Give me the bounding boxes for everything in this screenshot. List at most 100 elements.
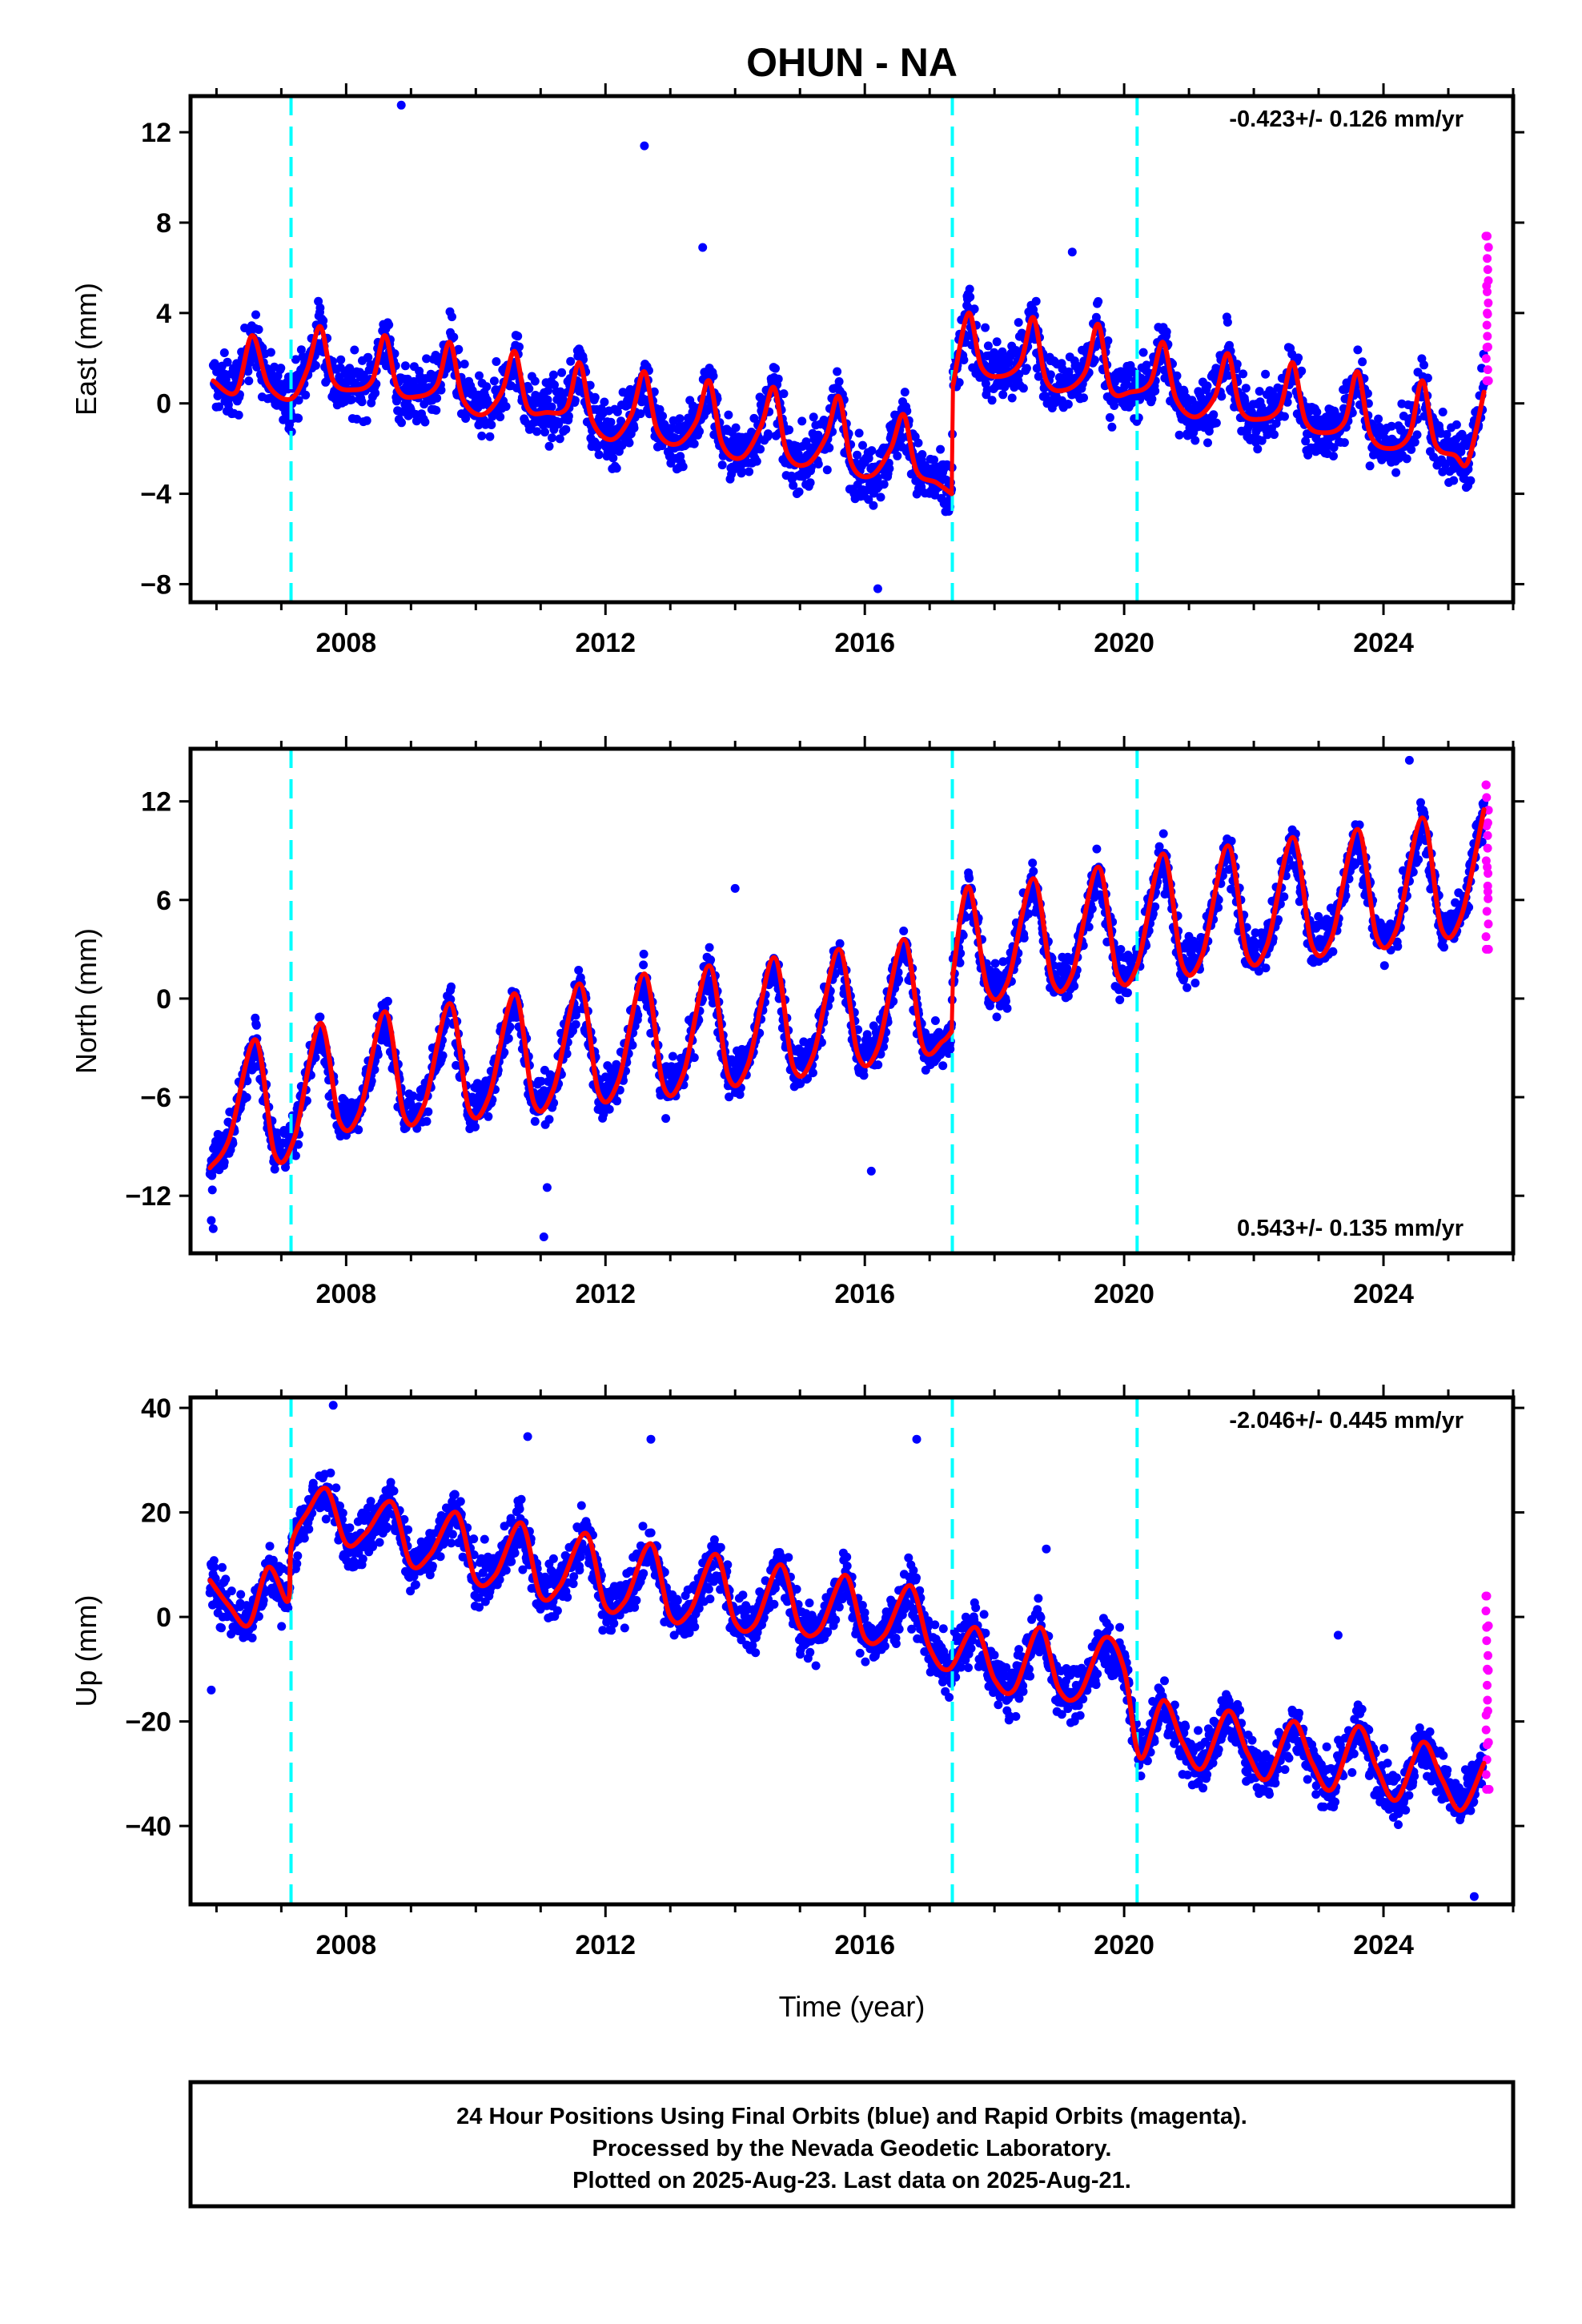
final-orbit-point (301, 390, 311, 400)
final-orbit-point (1363, 388, 1372, 398)
final-orbit-point (689, 439, 699, 448)
final-orbit-point (276, 364, 286, 373)
final-orbit-point (1103, 336, 1113, 345)
final-orbit-point (254, 325, 263, 334)
final-orbit-point (477, 431, 487, 440)
final-orbit-point (606, 417, 616, 427)
final-orbit-point (243, 367, 253, 376)
final-orbit-point (281, 1163, 290, 1172)
final-orbit-point (1280, 412, 1289, 421)
y-axis-label: East (mm) (70, 283, 102, 416)
final-orbit-point (1150, 902, 1160, 911)
final-orbit-point (500, 1047, 509, 1057)
final-orbit-point (515, 342, 524, 352)
final-orbit-point (658, 412, 668, 420)
final-orbit-point (496, 412, 505, 422)
final-orbit-point (409, 376, 419, 386)
final-orbit-point (548, 433, 556, 443)
final-orbit-point (992, 337, 1002, 347)
final-orbit-point (1410, 437, 1419, 447)
final-orbit-point (789, 480, 798, 490)
final-orbit-point (1014, 369, 1024, 379)
final-orbit-point (1090, 356, 1099, 365)
rapid-orbit-point (1483, 332, 1492, 341)
final-orbit-point (983, 341, 993, 351)
final-orbit-point (357, 397, 367, 407)
final-orbit-point (612, 1096, 622, 1106)
final-orbit-point (420, 417, 430, 427)
final-orbit-point (505, 1022, 515, 1031)
final-orbit-point (412, 416, 421, 426)
final-orbit-point (954, 378, 964, 388)
final-orbit-point (808, 1068, 817, 1078)
final-orbit-point (384, 320, 394, 330)
final-orbit-point (1442, 430, 1452, 439)
rapid-orbit-point (1481, 354, 1491, 364)
final-orbit-point (554, 420, 564, 429)
final-orbit-point (1257, 436, 1267, 445)
final-orbit-outlier (640, 141, 649, 151)
rapid-orbit-point (1482, 376, 1492, 385)
x-tick-label: 2008 (316, 628, 377, 658)
final-orbit-point (513, 332, 523, 341)
final-orbit-point (813, 460, 823, 468)
final-orbit-point (1046, 370, 1055, 380)
rapid-orbit-point (1484, 276, 1493, 285)
final-orbit-point (363, 352, 373, 362)
final-orbit-point (725, 1092, 734, 1102)
final-orbit-point (1452, 420, 1461, 429)
final-orbit-point (1142, 360, 1151, 370)
final-orbit-point (1092, 844, 1102, 854)
velocity-rate-label: -0.423+/- 0.126 mm/yr (1229, 107, 1464, 132)
final-orbit-point (1122, 988, 1132, 998)
final-orbit-point (965, 874, 974, 883)
final-orbit-point (955, 958, 965, 967)
final-orbit-point (447, 982, 456, 991)
final-orbit-point (859, 1071, 869, 1080)
final-orbit-point (809, 412, 818, 422)
final-orbit-point (540, 428, 549, 437)
final-orbit-point (557, 368, 567, 377)
y-tick-label: 12 (141, 118, 171, 148)
final-orbit-point (1253, 444, 1263, 454)
final-orbit-point (1377, 455, 1387, 464)
final-orbit-point (639, 960, 648, 970)
final-orbit-point (661, 1114, 671, 1124)
final-orbit-point (1297, 366, 1307, 376)
final-orbit-point (347, 395, 356, 404)
final-orbit-point (350, 345, 359, 355)
final-orbit-point (408, 1092, 418, 1100)
final-orbit-outlier (698, 243, 708, 252)
final-orbit-point (1391, 468, 1401, 477)
final-orbit-point (397, 418, 406, 428)
final-orbit-point (1365, 461, 1375, 471)
final-orbit-point (1407, 444, 1416, 454)
final-orbit-point (981, 323, 990, 332)
final-orbit-point (858, 440, 867, 450)
final-orbit-point (796, 1079, 805, 1088)
final-orbit-point (485, 432, 495, 441)
final-orbit-point (1094, 297, 1103, 306)
final-orbit-point (544, 441, 554, 451)
final-orbit-point (1029, 866, 1038, 876)
final-orbit-point (709, 372, 718, 380)
final-orbit-point (1255, 387, 1264, 396)
final-orbit-point (628, 1040, 637, 1050)
final-orbit-point (1254, 967, 1263, 976)
final-orbit-point (1271, 419, 1281, 428)
final-orbit-point (1438, 408, 1447, 416)
final-orbit-point (1028, 858, 1038, 868)
final-orbit-point (822, 465, 832, 475)
final-orbit-point (1270, 430, 1279, 440)
final-orbit-point (899, 927, 909, 935)
final-orbit-point (460, 360, 469, 369)
final-orbit-point (436, 385, 446, 395)
final-orbit-point (873, 1060, 883, 1070)
final-orbit-point (885, 464, 894, 473)
final-orbit-point (1174, 430, 1184, 440)
final-orbit-point (624, 438, 634, 448)
final-orbit-point (1303, 450, 1313, 460)
final-orbit-point (1329, 443, 1339, 452)
